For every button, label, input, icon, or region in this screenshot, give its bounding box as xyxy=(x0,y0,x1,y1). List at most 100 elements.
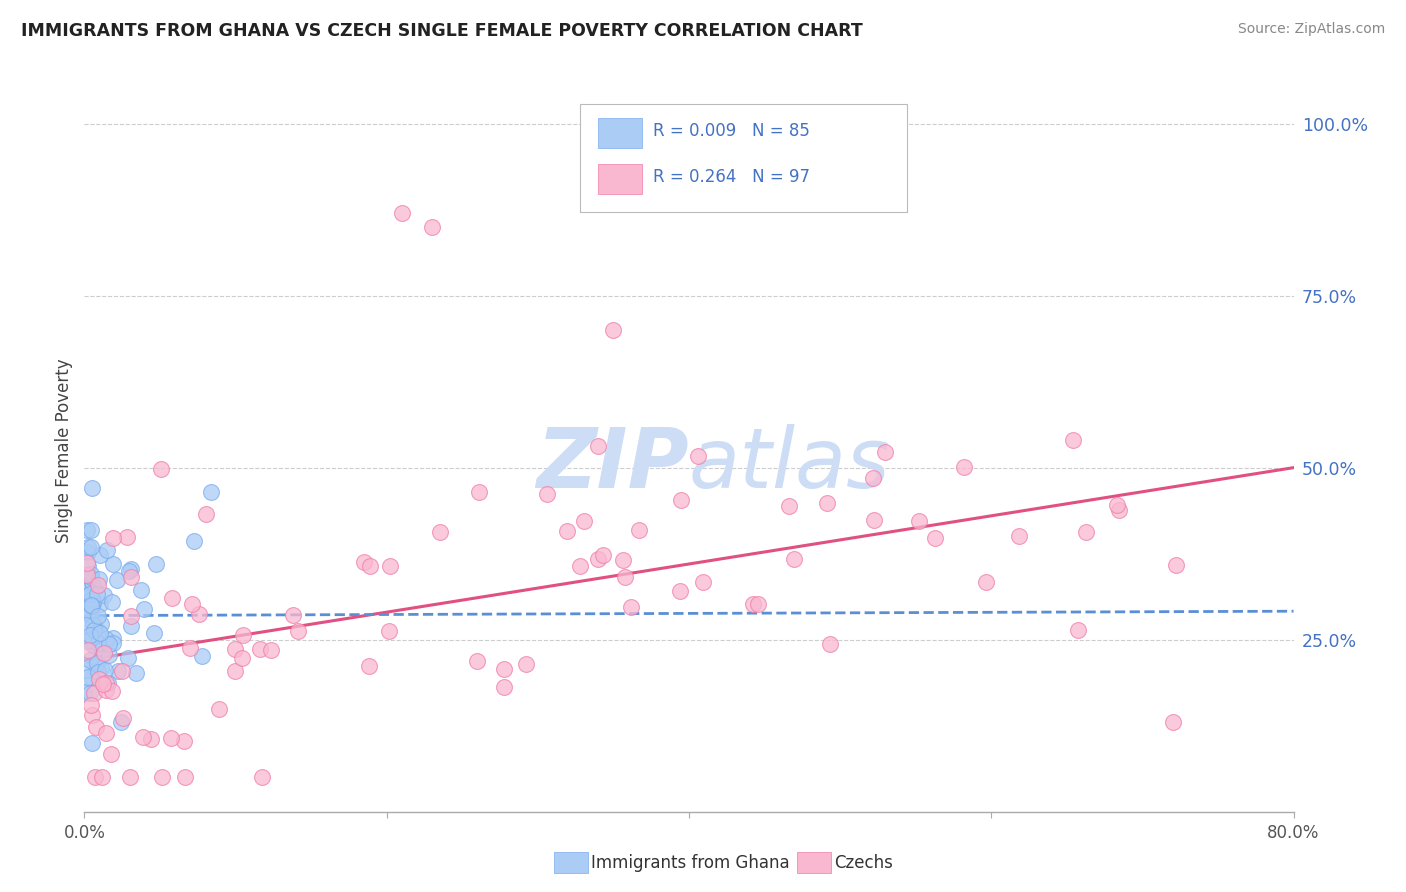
Point xyxy=(224,664,246,678)
Point xyxy=(429,524,451,539)
Point xyxy=(103,631,125,645)
Point xyxy=(79,686,101,700)
Point xyxy=(83,623,105,637)
Point xyxy=(742,597,765,611)
Point xyxy=(90,616,112,631)
Point xyxy=(101,595,124,609)
Point xyxy=(75,599,97,614)
Point xyxy=(110,715,132,730)
Point xyxy=(187,607,209,622)
Point xyxy=(76,634,98,648)
Point xyxy=(96,542,118,557)
Point xyxy=(1166,558,1188,572)
Point xyxy=(77,632,100,647)
Text: R = 0.009   N = 85: R = 0.009 N = 85 xyxy=(652,122,810,140)
Point xyxy=(863,513,886,527)
Point xyxy=(98,637,121,651)
Text: R = 0.264   N = 97: R = 0.264 N = 97 xyxy=(652,169,810,186)
Point xyxy=(191,648,214,663)
Point xyxy=(91,643,114,657)
Point xyxy=(93,588,115,602)
Point xyxy=(231,650,253,665)
Point xyxy=(1062,433,1084,447)
Text: ZIP: ZIP xyxy=(536,425,689,506)
Point xyxy=(602,323,624,337)
Point xyxy=(83,686,105,700)
Point xyxy=(107,665,129,679)
Point xyxy=(612,553,634,567)
Point xyxy=(1107,498,1129,512)
FancyBboxPatch shape xyxy=(581,103,907,212)
Point xyxy=(90,661,112,675)
Point xyxy=(82,577,104,591)
Text: atlas: atlas xyxy=(689,425,890,506)
Point xyxy=(87,636,110,650)
Point xyxy=(80,574,103,589)
Point xyxy=(150,770,173,784)
Point xyxy=(90,770,112,784)
Point xyxy=(783,551,806,566)
Point xyxy=(173,770,195,784)
Point xyxy=(76,568,98,582)
Point xyxy=(134,602,156,616)
Point xyxy=(132,730,155,744)
Point xyxy=(179,640,201,655)
Point xyxy=(82,614,104,628)
Point xyxy=(588,439,610,453)
Point xyxy=(86,587,108,601)
Point xyxy=(592,549,614,563)
Point xyxy=(75,617,97,632)
Text: Czechs: Czechs xyxy=(834,854,893,871)
Point xyxy=(101,636,124,650)
Point xyxy=(79,587,101,601)
Point xyxy=(124,666,146,681)
Point xyxy=(80,598,103,612)
Point xyxy=(80,567,103,582)
Point xyxy=(83,621,105,635)
Point xyxy=(692,575,714,590)
Point xyxy=(79,607,101,622)
Point xyxy=(76,663,98,677)
Point xyxy=(1108,503,1130,517)
Point xyxy=(79,653,101,667)
Point xyxy=(93,663,115,677)
Point xyxy=(94,676,117,690)
Point xyxy=(80,593,103,607)
Point xyxy=(145,557,167,571)
Point xyxy=(76,556,98,570)
Point xyxy=(80,540,103,554)
Point xyxy=(359,658,381,673)
Point xyxy=(97,676,120,690)
Point xyxy=(93,646,115,660)
Point xyxy=(120,561,142,575)
Point xyxy=(232,627,254,641)
Point xyxy=(82,591,104,606)
Point xyxy=(494,680,516,694)
Point xyxy=(105,573,128,587)
Point xyxy=(87,608,110,623)
Point xyxy=(100,684,122,698)
Point xyxy=(97,648,120,662)
Point xyxy=(79,633,101,648)
Point xyxy=(77,541,100,555)
Point xyxy=(87,578,110,592)
Point xyxy=(628,524,651,538)
Point xyxy=(142,625,165,640)
Point xyxy=(84,770,107,784)
Point xyxy=(120,570,142,584)
Point xyxy=(924,531,946,545)
Point xyxy=(1074,524,1097,539)
Point xyxy=(515,657,537,672)
Point xyxy=(77,544,100,558)
Point xyxy=(83,639,105,653)
Point xyxy=(86,657,108,671)
Text: IMMIGRANTS FROM GHANA VS CZECH SINGLE FEMALE POVERTY CORRELATION CHART: IMMIGRANTS FROM GHANA VS CZECH SINGLE FE… xyxy=(21,22,863,40)
Point xyxy=(420,219,443,234)
Point xyxy=(1067,623,1090,637)
Point xyxy=(200,485,222,500)
Point xyxy=(79,587,101,601)
Point xyxy=(101,531,124,545)
Point xyxy=(87,641,110,656)
Point xyxy=(686,449,709,463)
Point xyxy=(84,720,107,734)
